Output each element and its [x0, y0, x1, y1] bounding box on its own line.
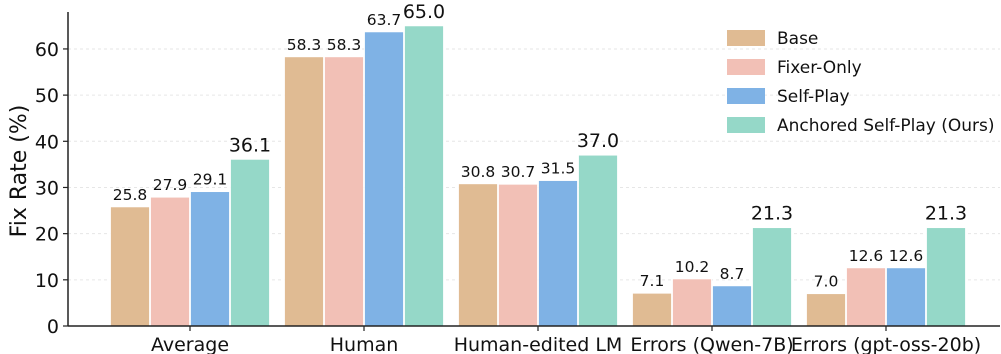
bar-value-label: 58.3 — [287, 36, 322, 54]
y-tick-label: 10 — [35, 270, 59, 292]
bar — [498, 183, 538, 327]
bar-value-label: 21.3 — [925, 203, 967, 225]
legend: Base Fixer-Only Self-Play Anchored Self-Pla… — [727, 29, 994, 136]
bar — [150, 196, 190, 327]
value-labels: 25.8 58.3 30.8 7.1 7.0 27.9 58.3 30.7 10.2 12.6 29… — [113, 1, 967, 291]
bar-value-label: 31.5 — [541, 160, 576, 178]
bar-value-label: 36.1 — [229, 134, 271, 156]
bar — [926, 227, 966, 327]
y-tick-label: 50 — [35, 85, 59, 107]
bar-value-label: 63.7 — [367, 11, 402, 29]
bar — [458, 183, 498, 327]
bar-value-label: 29.1 — [193, 171, 228, 189]
bar — [806, 293, 846, 327]
bar — [364, 31, 404, 327]
bar-value-label: 7.0 — [814, 273, 839, 291]
legend-label: Fixer-Only — [777, 58, 862, 78]
bar — [886, 267, 926, 327]
legend-swatch — [727, 117, 765, 133]
bar-value-label: 12.6 — [849, 247, 884, 265]
bar — [190, 191, 230, 327]
bar-value-label: 12.6 — [889, 247, 924, 265]
y-tick-label: 0 — [47, 316, 59, 338]
bar — [712, 285, 752, 327]
category-label: Errors (gpt-oss-20b) — [791, 334, 981, 354]
bar — [324, 56, 364, 327]
bar — [230, 158, 270, 327]
bar — [284, 56, 324, 327]
bar — [846, 267, 886, 327]
category-label: Human-edited LM — [454, 334, 623, 354]
legend-swatch — [727, 30, 765, 46]
y-tick-label: 30 — [35, 177, 59, 199]
bar-value-label: 58.3 — [327, 36, 362, 54]
category-label: Human — [330, 334, 399, 354]
y-axis-label: Fix Rate (%) — [7, 105, 32, 238]
category-label: Errors (Qwen-7B) — [630, 334, 793, 354]
legend-swatch — [727, 88, 765, 104]
bar — [632, 292, 672, 327]
bar-value-label: 21.3 — [751, 203, 793, 225]
bar — [404, 25, 444, 327]
legend-label: Base — [777, 29, 818, 49]
axes — [67, 12, 1000, 327]
bar — [538, 180, 578, 327]
bar-value-label: 27.9 — [153, 176, 188, 194]
y-tick-label: 40 — [35, 131, 59, 153]
bar-value-label: 65.0 — [403, 1, 445, 23]
legend-label: Self-Play — [777, 87, 850, 107]
bar-value-label: 37.0 — [577, 130, 619, 152]
bar — [672, 278, 712, 327]
bar-value-label: 10.2 — [675, 258, 710, 276]
category-labels: Average Human Human-edited LM Errors (Qwen-… — [151, 326, 981, 354]
bar-value-label: 30.7 — [501, 163, 536, 181]
bar-value-label: 8.7 — [720, 265, 745, 283]
y-tick-label: 60 — [35, 39, 59, 61]
bar-value-label: 30.8 — [461, 163, 496, 181]
legend-swatch — [727, 59, 765, 75]
bar — [752, 227, 792, 327]
y-tick-label: 20 — [35, 224, 59, 246]
category-label: Average — [151, 334, 229, 354]
bar-value-label: 25.8 — [113, 186, 148, 204]
bar — [110, 206, 150, 327]
bar — [578, 154, 618, 327]
bar-value-label: 7.1 — [640, 272, 665, 290]
grid-lines — [68, 48, 1000, 281]
y-ticks: 0 10 20 30 40 50 60 — [35, 39, 68, 338]
bars — [110, 25, 966, 327]
legend-label: Anchored Self-Play (Ours) — [777, 116, 994, 136]
